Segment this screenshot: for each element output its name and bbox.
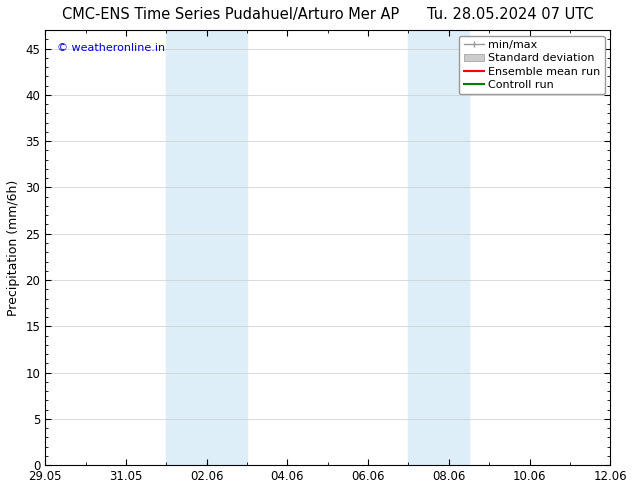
Y-axis label: Precipitation (mm/6h): Precipitation (mm/6h) [7,179,20,316]
Legend: min/max, Standard deviation, Ensemble mean run, Controll run: min/max, Standard deviation, Ensemble me… [459,36,605,95]
Bar [408,30,469,465]
Bar [166,30,247,465]
Text: © weatheronline.in: © weatheronline.in [56,43,165,53]
Title: CMC-ENS Time Series Pudahuel/Arturo Mer AP      Tu. 28.05.2024 07 UTC: CMC-ENS Time Series Pudahuel/Arturo Mer … [62,7,593,22]
